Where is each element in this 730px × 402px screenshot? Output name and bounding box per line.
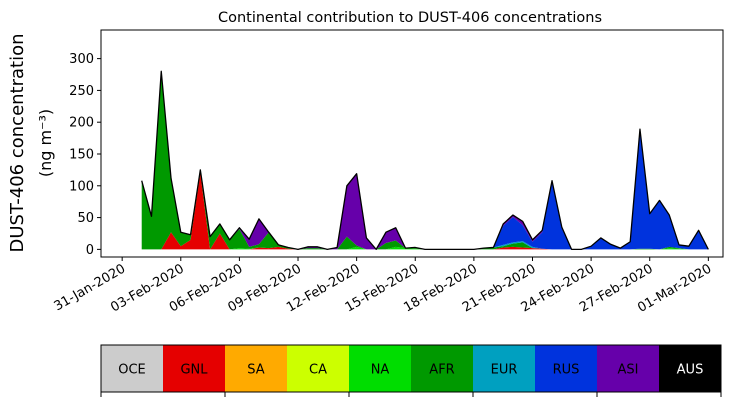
legend-swatch-afr: [411, 345, 474, 392]
y-tick-label: 0: [86, 243, 94, 258]
legend-label-rus: RUS: [553, 363, 580, 378]
y-tick-label: 50: [77, 211, 94, 226]
y-axis-label: DUST-406 concentration: [7, 33, 28, 252]
y-tick-label: 300: [69, 52, 94, 67]
legend-swatch-sa: [225, 345, 288, 392]
area-gnl: [141, 173, 709, 250]
y-tick-label: 150: [69, 147, 94, 162]
legend-swatch-na: [349, 345, 412, 392]
legend-label-ca: CA: [309, 363, 327, 378]
legend-swatch-oce: [101, 345, 164, 392]
legend-label-na: NA: [371, 363, 390, 378]
legend-colorbar: OCE GNL SA CA NA AFR EUR RUS ASI AUS: [100, 344, 722, 397]
legend-swatch-aus: [659, 345, 722, 392]
legend-label-aus: AUS: [677, 363, 704, 378]
legend-frame: [100, 344, 722, 393]
area-rus: [141, 71, 709, 250]
legend-label-sa: SA: [247, 363, 264, 378]
y-tick-label: 250: [69, 84, 94, 99]
legend-swatch-asi: [597, 345, 660, 392]
y-axis-units: (ng m⁻³): [36, 109, 55, 177]
chart-title: Continental contribution to DUST-406 con…: [218, 10, 602, 26]
legend-swatch-gnl: [163, 345, 226, 392]
y-tick-label: 100: [69, 179, 94, 194]
legend-swatch-rus: [535, 345, 598, 392]
legend-swatch-eur: [473, 345, 536, 392]
legend-label-gnl: GNL: [180, 363, 208, 378]
total-concentration-line: [141, 70, 709, 251]
legend-label-oce: OCE: [118, 363, 146, 378]
legend-swatch-ca: [287, 345, 350, 392]
y-tick-label: 200: [69, 116, 94, 131]
legend-label-eur: EUR: [491, 363, 518, 378]
plot-frame: [100, 29, 724, 258]
y-axis: 0 50 100 150 200 250 300: [69, 52, 101, 258]
legend-label-afr: AFR: [429, 363, 454, 378]
legend-label-asi: ASI: [618, 363, 639, 378]
stacked-area-layers: [141, 71, 709, 250]
